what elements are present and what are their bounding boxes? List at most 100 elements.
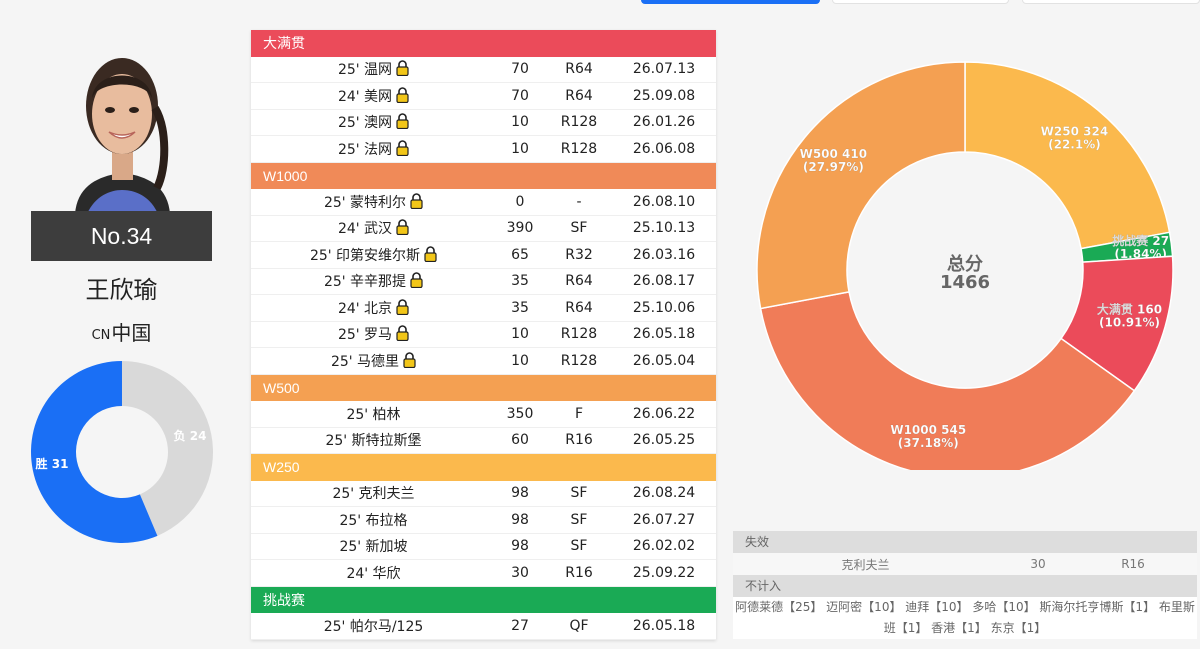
category-header: W500 <box>251 374 716 401</box>
table-row[interactable]: 25' 布拉格 98 SF 26.07.27 <box>251 507 716 534</box>
points-cell: 390 <box>506 220 534 237</box>
lock-icon <box>396 60 409 77</box>
dropped-panel: 失效 克利夫兰 30 R16 不计入 阿德莱德【25】 迈阿密【10】 迪拜【10】… <box>733 531 1197 639</box>
date-cell: 26.08.10 <box>632 193 696 210</box>
round-cell: SF <box>570 511 588 528</box>
event-name: 25' 印第安维尔斯 <box>309 247 421 264</box>
lock-icon <box>396 298 409 315</box>
category-header: W250 <box>251 454 716 481</box>
dropped-points: 30 <box>1030 557 1046 571</box>
points-cell: 350 <box>506 405 534 422</box>
table-row[interactable]: 25' 柏林 350 F 26.06.22 <box>251 401 716 428</box>
date-cell: 26.03.16 <box>632 246 696 263</box>
date-cell: 25.09.22 <box>632 564 696 581</box>
country-name: 中国 <box>111 321 152 345</box>
round-cell: R16 <box>565 564 593 581</box>
player-country: CN中国 <box>31 317 212 346</box>
lock-icon <box>396 113 409 130</box>
loss-slice <box>122 361 213 536</box>
category-header: W1000 <box>251 162 716 189</box>
points-cell: 10 <box>511 140 529 157</box>
points-donut-chart: W250 324(22.1%)挑战赛 27(1.84%)大满贯 160(10.9… <box>756 61 1174 470</box>
table-row[interactable]: 24' 美网 70 R64 25.09.08 <box>251 83 716 110</box>
round-cell: R64 <box>565 87 593 104</box>
lock-icon <box>396 139 409 156</box>
event-cell: 25' 蒙特利尔 <box>251 192 496 212</box>
table-row[interactable]: 25' 克利夫兰 98 SF 26.08.24 <box>251 481 716 507</box>
slice-label: W250 324 <box>1041 125 1109 139</box>
points-cell: 10 <box>511 326 529 343</box>
table-row[interactable]: 24' 北京 35 R64 25.10.06 <box>251 295 716 322</box>
date-cell: 26.01.26 <box>632 114 696 131</box>
event-name: 25' 法网 <box>337 141 393 158</box>
table-row[interactable]: 24' 华欣 30 R16 25.09.22 <box>251 560 716 587</box>
round-cell: SF <box>570 485 588 502</box>
table-row[interactable]: 24' 武汉 390 SF 25.10.13 <box>251 216 716 242</box>
slice-W1000[interactable] <box>759 290 1136 470</box>
slice-W250[interactable] <box>964 61 1171 250</box>
dropped-event: 克利夫兰 <box>841 557 890 572</box>
date-cell: 26.05.04 <box>632 352 696 369</box>
table-row[interactable]: 25' 印第安维尔斯 65 R32 26.03.16 <box>251 242 716 269</box>
lock-icon <box>396 219 409 236</box>
round-cell: SF <box>570 220 588 237</box>
round-cell: R128 <box>560 114 598 131</box>
date-cell: 26.07.27 <box>632 511 696 528</box>
round-cell: R128 <box>560 352 598 369</box>
event-name: 25' 辛辛那提 <box>323 274 407 291</box>
points-cell: 27 <box>511 617 529 634</box>
lock-icon <box>396 325 409 342</box>
round-cell: R128 <box>560 140 598 157</box>
event-cell: 24' 华欣 <box>251 563 496 583</box>
round-cell: R64 <box>565 273 593 290</box>
slice-percent: (37.18%) <box>898 436 959 450</box>
event-name: 24' 华欣 <box>346 565 401 582</box>
lock-icon <box>424 245 437 262</box>
event-cell: 25' 斯特拉斯堡 <box>251 430 496 450</box>
category-header: 挑战赛 <box>251 586 716 613</box>
table-row[interactable]: 25' 辛辛那提 35 R64 26.08.17 <box>251 269 716 295</box>
table-row[interactable]: 25' 温网 70 R64 26.07.13 <box>251 57 716 83</box>
slice-label: W500 410 <box>800 147 868 161</box>
table-row[interactable]: 25' 帕尔马/125 27 QF 26.05.18 <box>251 613 716 640</box>
event-name: 24' 北京 <box>337 300 393 317</box>
round-cell: R32 <box>565 246 593 263</box>
slice-label: 大满贯 160 <box>1097 302 1162 317</box>
event-name: 24' 武汉 <box>337 221 393 238</box>
win-label: 胜 31 <box>36 456 69 471</box>
lock-icon <box>396 86 409 103</box>
not-counted-title: 不计入 <box>733 575 1197 597</box>
table-row[interactable]: 25' 罗马 10 R128 26.05.18 <box>251 322 716 348</box>
dropped-round: R16 <box>1121 557 1145 571</box>
tab-active[interactable] <box>641 0 820 4</box>
event-name: 25' 蒙特利尔 <box>323 194 407 211</box>
slice-percent: (22.1%) <box>1048 138 1101 152</box>
event-name: 25' 克利夫兰 <box>332 486 415 503</box>
tab-third[interactable] <box>1022 0 1200 4</box>
date-cell: 25.10.06 <box>632 299 696 316</box>
event-cell: 25' 新加坡 <box>251 536 496 556</box>
lock-icon <box>410 192 423 209</box>
table-row[interactable]: 25' 马德里 10 R128 26.05.04 <box>251 348 716 375</box>
date-cell: 25.09.08 <box>632 87 696 104</box>
table-row[interactable]: 25' 新加坡 98 SF 26.02.02 <box>251 534 716 560</box>
total-value: 1466 <box>940 272 990 293</box>
table-row[interactable]: 25' 法网 10 R128 26.06.08 <box>251 136 716 163</box>
points-cell: 10 <box>511 352 529 369</box>
event-name: 25' 新加坡 <box>339 539 408 556</box>
table-row[interactable]: 25' 澳网 10 R128 26.01.26 <box>251 110 716 136</box>
slice-W500[interactable] <box>756 61 966 310</box>
country-code: CN <box>91 328 111 343</box>
lock-icon <box>410 272 423 289</box>
date-cell: 25.10.13 <box>632 220 696 237</box>
points-table: 大满贯 25' 温网 70 R64 26.07.13 24' 美网 70 R64 25.09.0… <box>251 30 716 640</box>
points-cell: 70 <box>511 61 529 78</box>
slice-label: W1000 545 <box>890 423 966 437</box>
table-row[interactable]: 25' 斯特拉斯堡 60 R16 26.05.25 <box>251 428 716 454</box>
table-row[interactable]: 25' 蒙特利尔 0 - 26.08.10 <box>251 189 716 216</box>
event-name: 25' 澳网 <box>337 115 393 132</box>
round-cell: R16 <box>565 432 593 449</box>
dropped-title: 失效 <box>733 531 1197 553</box>
tab-second[interactable] <box>832 0 1009 4</box>
dropped-row: 克利夫兰 30 R16 <box>733 553 1197 575</box>
